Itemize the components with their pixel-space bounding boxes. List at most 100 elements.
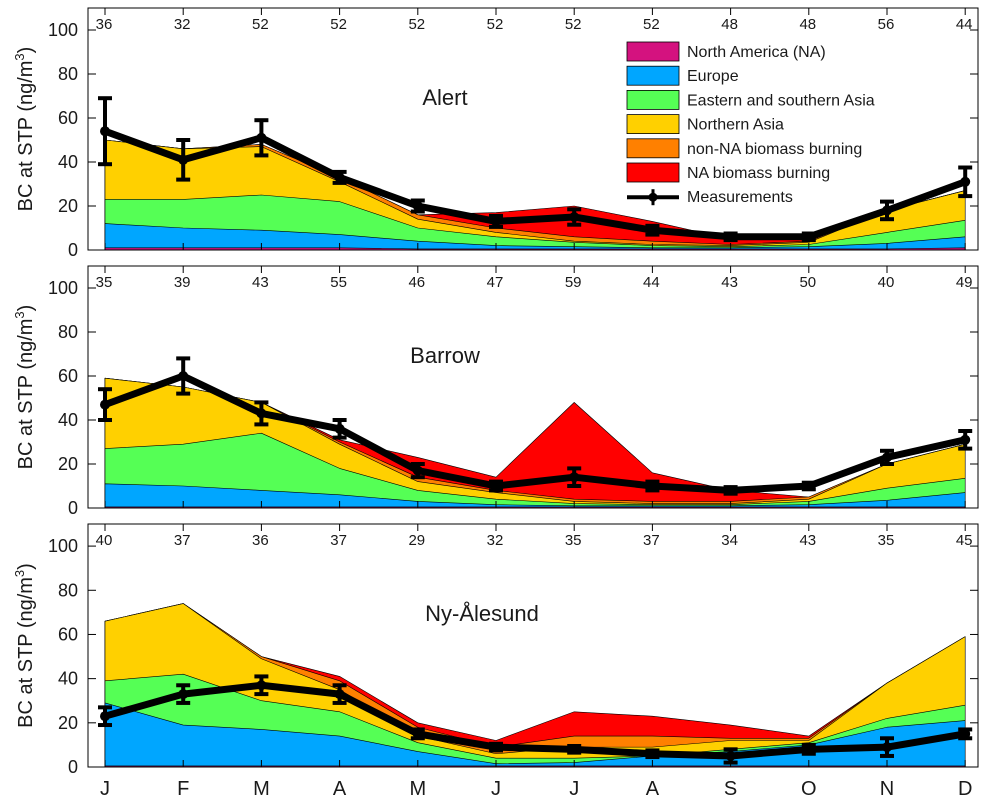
y-tick-label: 40 [58, 152, 78, 172]
sample-count: 35 [878, 532, 895, 549]
month-label: N [880, 778, 894, 798]
sample-count: 36 [252, 532, 269, 549]
y-axis-label-end: ) [15, 563, 37, 570]
sample-count: 32 [174, 16, 191, 33]
month-label: J [569, 778, 579, 798]
sample-count: 43 [721, 274, 738, 291]
panel-frame [87, 523, 979, 768]
month-label: J [100, 778, 110, 798]
measurement-point [100, 126, 110, 137]
legend-label: Eastern and southern Asia [687, 92, 875, 109]
measurement-line [103, 372, 966, 494]
y-tick-label: 80 [58, 322, 78, 342]
sample-count: 59 [565, 274, 582, 291]
legend-swatch-NAs [626, 114, 680, 134]
y-tick-label: 20 [58, 713, 78, 733]
measurement-point [412, 201, 423, 211]
sample-count: 52 [252, 16, 269, 33]
legend-swatch-NABB [626, 162, 680, 183]
measurement-line [103, 127, 967, 241]
sample-count: 52 [330, 16, 347, 33]
measurement-point [803, 744, 814, 755]
measurement-point [647, 225, 658, 236]
sample-count: 52 [643, 16, 660, 33]
measurement-point [334, 172, 345, 183]
month-label: F [177, 778, 189, 798]
measurement-point [256, 132, 267, 143]
y-tick-label: 60 [58, 624, 78, 644]
y-tick-label: 80 [58, 64, 78, 84]
sample-count: 43 [252, 274, 269, 291]
measurement-point [569, 212, 580, 222]
panel-frame [87, 7, 979, 251]
y-tick-label: 60 [58, 108, 78, 128]
sample-count: 56 [878, 16, 895, 33]
measurement-point [725, 750, 736, 761]
sample-count: 52 [565, 16, 582, 33]
legend-label: NA biomass burning [687, 165, 830, 182]
sample-count: 35 [565, 532, 582, 549]
measurement-point [100, 399, 110, 410]
y-tick-label: 40 [58, 669, 78, 689]
measurement-point [725, 231, 736, 242]
y-axis-label-text: BC at STP (ng/m [15, 61, 37, 212]
legend-label: non-NA biomass burning [687, 141, 862, 158]
y-axis-label: BC at STP (ng/m3) [12, 305, 37, 470]
legend-label: Europe [687, 68, 739, 85]
sample-count: 55 [330, 274, 347, 291]
sample-count: 48 [799, 16, 816, 33]
y-tick-label: 20 [58, 196, 78, 216]
sample-count: 40 [878, 274, 895, 291]
measurement-point [491, 481, 501, 491]
y-tick-label: 100 [48, 536, 78, 556]
y-axis-label-end: ) [15, 47, 37, 54]
measurement-point [334, 423, 345, 434]
sample-count: 39 [174, 274, 191, 291]
month-label: M [409, 778, 426, 798]
sample-count: 44 [956, 16, 973, 33]
legend-swatch-EU [626, 65, 680, 86]
measurement-point [100, 711, 110, 722]
sample-count: 44 [643, 274, 660, 291]
sample-count: 37 [174, 532, 191, 549]
sample-count: 35 [96, 274, 113, 291]
sample-count: 47 [487, 274, 504, 291]
y-tick-label: 80 [58, 580, 78, 600]
sample-count: 37 [643, 532, 660, 549]
measurement-point [412, 728, 423, 739]
month-label: M [253, 778, 270, 798]
y-axis-label-end: ) [15, 305, 37, 312]
measurement-point [256, 408, 267, 419]
sample-count: 40 [96, 532, 113, 549]
y-tick-label: 40 [58, 410, 78, 430]
measurement-point [412, 465, 423, 476]
measurement-point [334, 689, 345, 700]
sample-count: 36 [96, 16, 113, 33]
month-label: A [646, 778, 660, 798]
measurement-point [491, 742, 501, 753]
sample-count: 32 [487, 532, 504, 549]
legend: North America (NA) Europe Eastern and sout… [626, 41, 875, 206]
y-axis-label-sup: 3 [12, 570, 27, 577]
measurement-point [178, 689, 189, 700]
legend-swatch-nonNABB [626, 138, 680, 159]
measurement-point [569, 472, 580, 483]
measurement-point [960, 176, 971, 187]
month-label: O [801, 778, 817, 798]
y-tick-label: 100 [48, 20, 78, 40]
measurement-line [104, 681, 966, 760]
legend-label: Northern Asia [687, 117, 784, 134]
measurement-point [882, 205, 892, 216]
y-axis-label-sup: 3 [12, 53, 27, 60]
measurement-point [178, 154, 189, 165]
panel-frame [87, 265, 979, 509]
sample-count: 49 [956, 274, 973, 291]
measurement-point [882, 742, 892, 753]
y-tick-label: 20 [58, 454, 78, 474]
station-label: Alert [422, 85, 467, 110]
sample-count: 46 [408, 274, 425, 291]
sample-count: 43 [799, 532, 816, 549]
y-tick-label: 60 [58, 366, 78, 386]
measurement-point [803, 231, 814, 242]
legend-swatch-ESA [626, 90, 680, 110]
